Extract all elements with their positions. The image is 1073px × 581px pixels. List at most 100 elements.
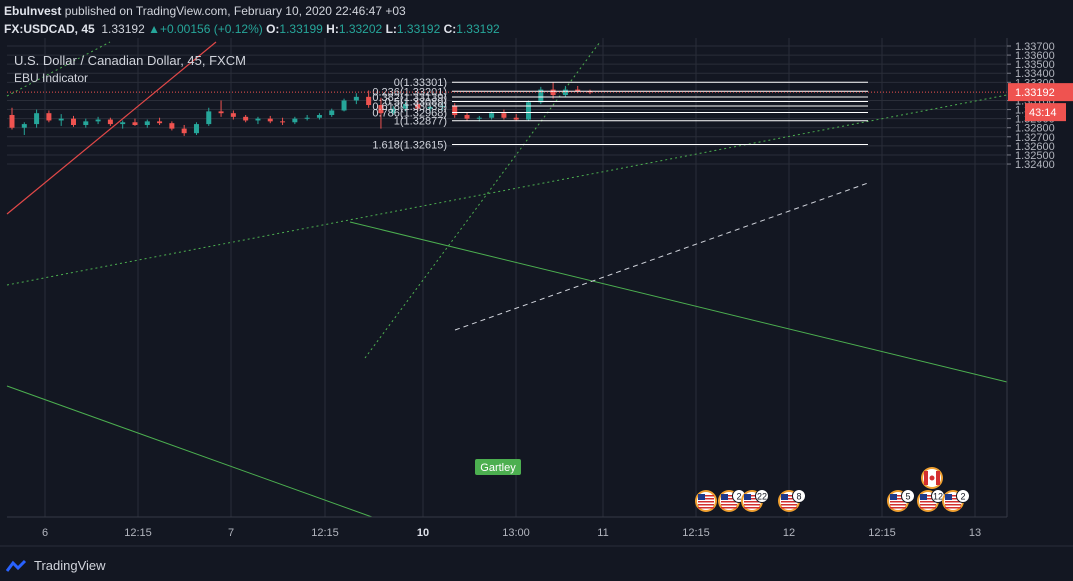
countdown-label: 43:14 (1029, 107, 1057, 119)
us-flag-stripe (781, 498, 797, 500)
event-icon-us[interactable]: 2 (718, 489, 746, 513)
author-name[interactable]: EbuInvest (4, 4, 62, 18)
candle-body (267, 118, 273, 122)
event-count: 22 (757, 492, 767, 502)
candle-body (255, 118, 261, 121)
tradingview-logo[interactable]: TradingView (6, 558, 106, 573)
price-tick-label: 1.32700 (1015, 132, 1055, 144)
fib-level-label: 0.786(1.32968) (372, 107, 447, 119)
us-flag-stripe (945, 495, 961, 497)
chart-axes[interactable]: 1.337001.336001.335001.334001.333001.331… (0, 38, 1073, 547)
price-tick-label: 1.33600 (1015, 50, 1055, 62)
time-tick-label: 10 (417, 527, 429, 539)
current-price-badge (1008, 83, 1073, 102)
time-tick-label: 12:15 (682, 527, 710, 539)
event-icon-us[interactable]: 2 (942, 489, 970, 513)
candle-body (181, 128, 187, 134)
us-flag-stripe (721, 495, 737, 497)
high-value: 1.33202 (338, 22, 383, 36)
us-flag-stripe (945, 504, 961, 506)
event-icon-ca[interactable] (921, 467, 943, 489)
candle-body (193, 124, 199, 134)
us-flag-stripe (698, 501, 714, 503)
fib-retracement[interactable]: 0(1.33301)0.236(1.33201)0.382(1.33139)0.… (372, 77, 868, 475)
time-tick-label: 11 (597, 527, 608, 539)
green-dotted-channel-line (6, 94, 1008, 286)
event-icon-us[interactable] (695, 490, 717, 512)
tradingview-brand: TradingView (34, 558, 106, 573)
green-dotted-line-upper-left (6, 41, 111, 97)
candle-body (476, 117, 482, 119)
us-flag-canton (781, 494, 788, 500)
candle-body (316, 115, 322, 118)
candle-body (390, 108, 396, 114)
low-label: L: (385, 22, 397, 36)
event-icon-us[interactable]: 5 (887, 489, 915, 513)
indicator-name[interactable]: EBU Indicator (14, 71, 88, 85)
us-flag-canton (890, 494, 897, 500)
open-value: 1.33199 (279, 22, 323, 36)
candle-body (427, 106, 433, 109)
us-flag-stripe (744, 504, 760, 506)
price-change: +0.00156 (+0.12%) (159, 22, 263, 36)
fib-level-label: 0.5(1.33089) (385, 96, 447, 108)
economic-events[interactable]: 2 22 8 5 12 2 (695, 467, 970, 512)
published-text: published on TradingView.com, February 1… (64, 4, 406, 18)
candle-body (538, 89, 544, 103)
candle-body (501, 113, 507, 118)
current-price-label: 1.33192 (1015, 87, 1055, 99)
event-count: 2 (960, 492, 965, 502)
green-trend-line-lower (6, 385, 373, 518)
event-count-badge (901, 489, 915, 503)
us-flag-stripe (721, 498, 737, 500)
price-tick-label: 1.33400 (1015, 68, 1055, 80)
symbol-name: FX:USDCAD, 45 (4, 22, 95, 36)
us-flag-canton (698, 494, 705, 500)
us-flag-stripe (698, 504, 714, 506)
price-tick-label: 1.32500 (1015, 150, 1055, 162)
pattern-label-box[interactable] (475, 459, 521, 475)
low-value: 1.33192 (396, 22, 441, 36)
us-flag-stripe (890, 507, 906, 509)
candle-body (46, 113, 52, 121)
price-tick-label: 1.32600 (1015, 141, 1055, 153)
candle-body (378, 105, 384, 114)
candle-body (341, 100, 347, 111)
candle-body (218, 111, 224, 114)
high-label: H: (326, 22, 339, 36)
us-flag-stripe (890, 504, 906, 506)
us-flag-stripe (744, 507, 760, 509)
us-flag-stripe (945, 501, 961, 503)
us-flag-stripe (890, 501, 906, 503)
candle-body (513, 117, 519, 120)
event-count-badge (792, 489, 806, 503)
symbol-info: FX:USDCAD, 45 1.33192 ▲+0.00156 (+0.12%)… (4, 22, 500, 36)
event-icon-us[interactable]: 22 (741, 489, 769, 513)
candle-body (144, 121, 150, 125)
time-tick-label: 13 (969, 527, 981, 539)
event-icon-us[interactable]: 8 (778, 489, 806, 513)
event-count: 8 (796, 492, 801, 502)
price-tick-label: 1.32800 (1015, 123, 1055, 135)
fib-level-label: 0(1.33301) (394, 77, 447, 89)
us-flag-stripe (920, 504, 936, 506)
event-count: 5 (905, 492, 910, 502)
candle-body (95, 119, 101, 122)
candle-body (34, 113, 40, 125)
us-flag-stripe (890, 498, 906, 500)
time-tick-label: 12:15 (124, 527, 152, 539)
fib-level-label: 0.618(1.33039) (372, 101, 447, 113)
us-flag-stripe (781, 501, 797, 503)
dashed-projection-line (454, 182, 869, 331)
open-label: O: (266, 22, 280, 36)
candle-body (70, 118, 76, 125)
us-flag-canton (920, 494, 927, 500)
event-icon-us[interactable]: 12 (917, 489, 945, 513)
change-up-icon: ▲ (148, 22, 160, 36)
us-flag-stripe (920, 507, 936, 509)
ca-flag-bar-left (924, 471, 928, 485)
red-trend-line (6, 41, 217, 215)
candle-body (120, 122, 126, 125)
us-flag-canton (721, 494, 728, 500)
